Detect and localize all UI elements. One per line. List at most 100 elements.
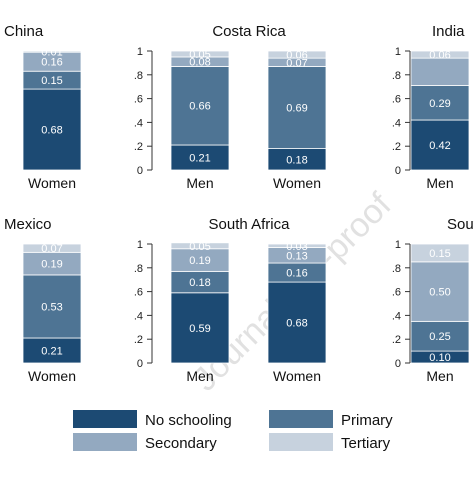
panel-title: Costa Rica	[212, 23, 286, 40]
data-label: 0.68	[41, 125, 62, 137]
data-label: 0.16	[286, 268, 307, 280]
bar-segment-primary	[267, 66, 327, 149]
y-tick-label: .6	[392, 287, 401, 299]
y-tick-label: .4	[392, 117, 401, 129]
data-label: 0.21	[189, 153, 210, 165]
data-label: 0.06	[286, 50, 307, 62]
data-label: 0.06	[429, 50, 450, 62]
x-category-label: Men	[426, 368, 453, 384]
y-tick-label: .8	[392, 70, 401, 82]
bar-segment-tertiary	[410, 243, 470, 263]
x-category-label: Women	[28, 368, 76, 384]
y-tick-label: 0	[395, 165, 401, 177]
y-tick-label: .2	[392, 141, 401, 153]
data-label: 0.25	[429, 331, 450, 343]
panel-title: South Africa	[209, 216, 291, 233]
data-label: 0.05	[189, 49, 210, 61]
y-tick-label: .2	[134, 141, 143, 153]
data-label: 0.21	[41, 346, 62, 358]
panel-title: India	[432, 23, 465, 40]
data-label: 0.08	[189, 57, 210, 69]
bar-segment-primary	[170, 66, 230, 146]
data-label: 0.19	[189, 255, 210, 267]
y-tick-label: 1	[395, 46, 401, 58]
data-label: 0.01	[41, 47, 62, 59]
bar-segment-no-schooling	[170, 144, 230, 171]
x-category-label: Men	[186, 175, 213, 191]
data-label: 0.10	[429, 352, 450, 364]
legend-label: Secondary	[145, 435, 217, 452]
bar-segment-tertiary	[22, 50, 82, 53]
panel-2: India 0 .2 .4 .6 .8 1 0.42 0.29 0.06 Men	[392, 23, 470, 191]
legend-swatch-primary	[269, 410, 333, 428]
legend-label: No schooling	[145, 412, 232, 429]
y-tick-label: 1	[395, 239, 401, 251]
bar-segment-tertiary	[410, 50, 470, 59]
data-label: 0.69	[286, 103, 307, 115]
bar-segment-primary	[410, 320, 470, 352]
bar-segment-tertiary	[170, 242, 230, 250]
y-tick-label: 1	[137, 46, 143, 58]
y-tick-label: .8	[392, 263, 401, 275]
y-tick-label: .4	[134, 117, 143, 129]
data-label: 0.19	[41, 259, 62, 271]
x-category-label: Women	[28, 175, 76, 191]
bar-segment-tertiary	[267, 50, 327, 59]
data-label: 0.07	[286, 57, 307, 69]
data-label: 0.13	[286, 250, 307, 262]
data-label: 0.18	[286, 154, 307, 166]
y-tick-label: .4	[134, 310, 143, 322]
bar-segment-tertiary	[267, 243, 327, 248]
data-label: 0.03	[286, 241, 307, 253]
y-tick-label: 0	[137, 165, 143, 177]
y-tick-label: .2	[392, 334, 401, 346]
bar-segment-tertiary	[22, 243, 82, 253]
legend: No schooling Primary Secondary Tertiary	[73, 410, 393, 452]
y-tick-label: .8	[134, 263, 143, 275]
y-tick-label: 0	[395, 358, 401, 370]
data-label: 0.15	[429, 248, 450, 260]
panel-title: Mexico	[4, 216, 52, 233]
x-category-label: Women	[273, 368, 321, 384]
data-label: 0.59	[189, 323, 210, 335]
y-tick-label: .2	[134, 334, 143, 346]
y-tick-label: .8	[134, 70, 143, 82]
bar-segment-no-schooling	[410, 119, 470, 171]
data-label: 0.53	[41, 301, 62, 313]
data-label: 0.68	[286, 318, 307, 330]
bar-segment-secondary	[410, 57, 470, 86]
data-label: 0.15	[41, 75, 62, 87]
panel-title: China	[4, 23, 44, 40]
legend-swatch-no-schooling	[73, 410, 137, 428]
panel-1: Costa Rica 0 .2 .4 .6 .8 1 0.21 0.66 0.080.05 Men 0…	[134, 23, 327, 191]
data-label: 0.66	[189, 101, 210, 113]
data-label: 0.18	[189, 277, 210, 289]
bar-segment-no-schooling	[22, 88, 82, 171]
panel-5: South Korea 0 .2 .4 .6 .8 1 0.10 0.25 0.50 0.15 Men	[392, 216, 474, 384]
data-label: 0.42	[429, 140, 450, 152]
data-label: 0.50	[429, 287, 450, 299]
data-label: 0.29	[429, 98, 450, 110]
data-label: 0.16	[41, 57, 62, 69]
legend-label: Primary	[341, 412, 393, 429]
x-category-label: Men	[186, 368, 213, 384]
panel-title: South Korea	[447, 216, 474, 233]
y-tick-label: .4	[392, 310, 401, 322]
data-label: 0.05	[189, 241, 210, 253]
panel-4: South Africa 0 .2 .4 .6 .8 1 0.59 0.18 0.19 0.05 Me…	[134, 216, 327, 384]
y-tick-label: 1	[137, 239, 143, 251]
legend-label: Tertiary	[341, 435, 391, 452]
x-category-label: Women	[273, 175, 321, 191]
x-category-label: Men	[426, 175, 453, 191]
data-label: 0.07	[41, 243, 62, 255]
bar-segment-primary	[22, 274, 82, 339]
y-tick-label: .6	[134, 287, 143, 299]
y-tick-label: .6	[392, 94, 401, 106]
legend-swatch-secondary	[73, 433, 137, 451]
y-tick-label: .6	[134, 94, 143, 106]
legend-swatch-tertiary	[269, 433, 333, 451]
bar-segment-no-schooling	[267, 281, 327, 364]
panel-3: Mexico 0.21 0.53 0.19 0.07 Women	[4, 216, 82, 384]
y-tick-label: 0	[137, 358, 143, 370]
